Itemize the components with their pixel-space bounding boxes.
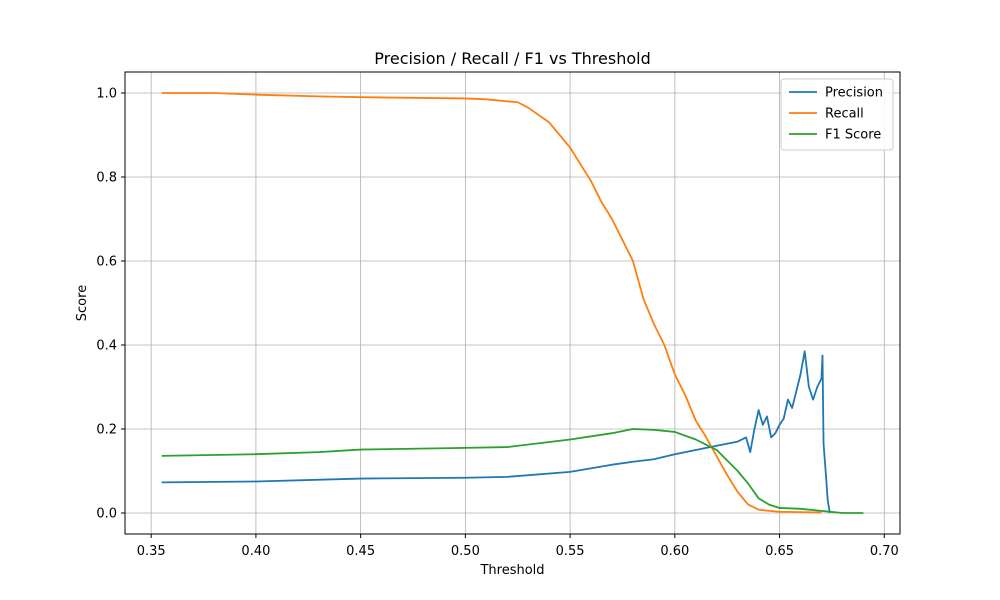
x-tick-label: 0.35 (137, 544, 166, 559)
x-tick-label: 0.45 (346, 544, 375, 559)
series-lines (161, 92, 864, 514)
x-tick-label: 0.70 (870, 544, 899, 559)
legend-label: Recall (825, 107, 864, 122)
y-tick-label: 0.8 (96, 171, 117, 186)
x-tick-label: 0.50 (451, 544, 480, 559)
plot-frame (124, 71, 901, 535)
series-line-precision (161, 350, 831, 514)
x-tick-label: 0.55 (556, 544, 585, 559)
x-tick-label: 0.40 (241, 544, 270, 559)
y-tick-label: 0.0 (96, 507, 117, 522)
legend-label: Precision (825, 86, 883, 101)
y-axis-label: Score (75, 285, 90, 321)
series-line-recall (161, 92, 822, 514)
chart-title: Precision / Recall / F1 vs Threshold (374, 49, 650, 68)
y-tick-label: 0.4 (96, 339, 117, 354)
y-tick-label: 1.0 (96, 87, 117, 102)
x-tick-label: 0.60 (660, 544, 689, 559)
series-line-f1-score (161, 428, 864, 514)
x-tick-label: 0.65 (765, 544, 794, 559)
y-tick-label: 0.2 (96, 423, 117, 438)
axis-ticks: 0.35 0.40 0.45 0.50 0.55 0.60 0.65 0.70 0.0 0.2 0.… (96, 87, 898, 560)
x-axis-label: Threshold (479, 563, 544, 578)
y-tick-label: 0.6 (96, 255, 117, 270)
legend: Precision Recall F1 Score (780, 78, 894, 151)
legend-box (780, 78, 894, 151)
legend-label: F1 Score (825, 128, 881, 143)
